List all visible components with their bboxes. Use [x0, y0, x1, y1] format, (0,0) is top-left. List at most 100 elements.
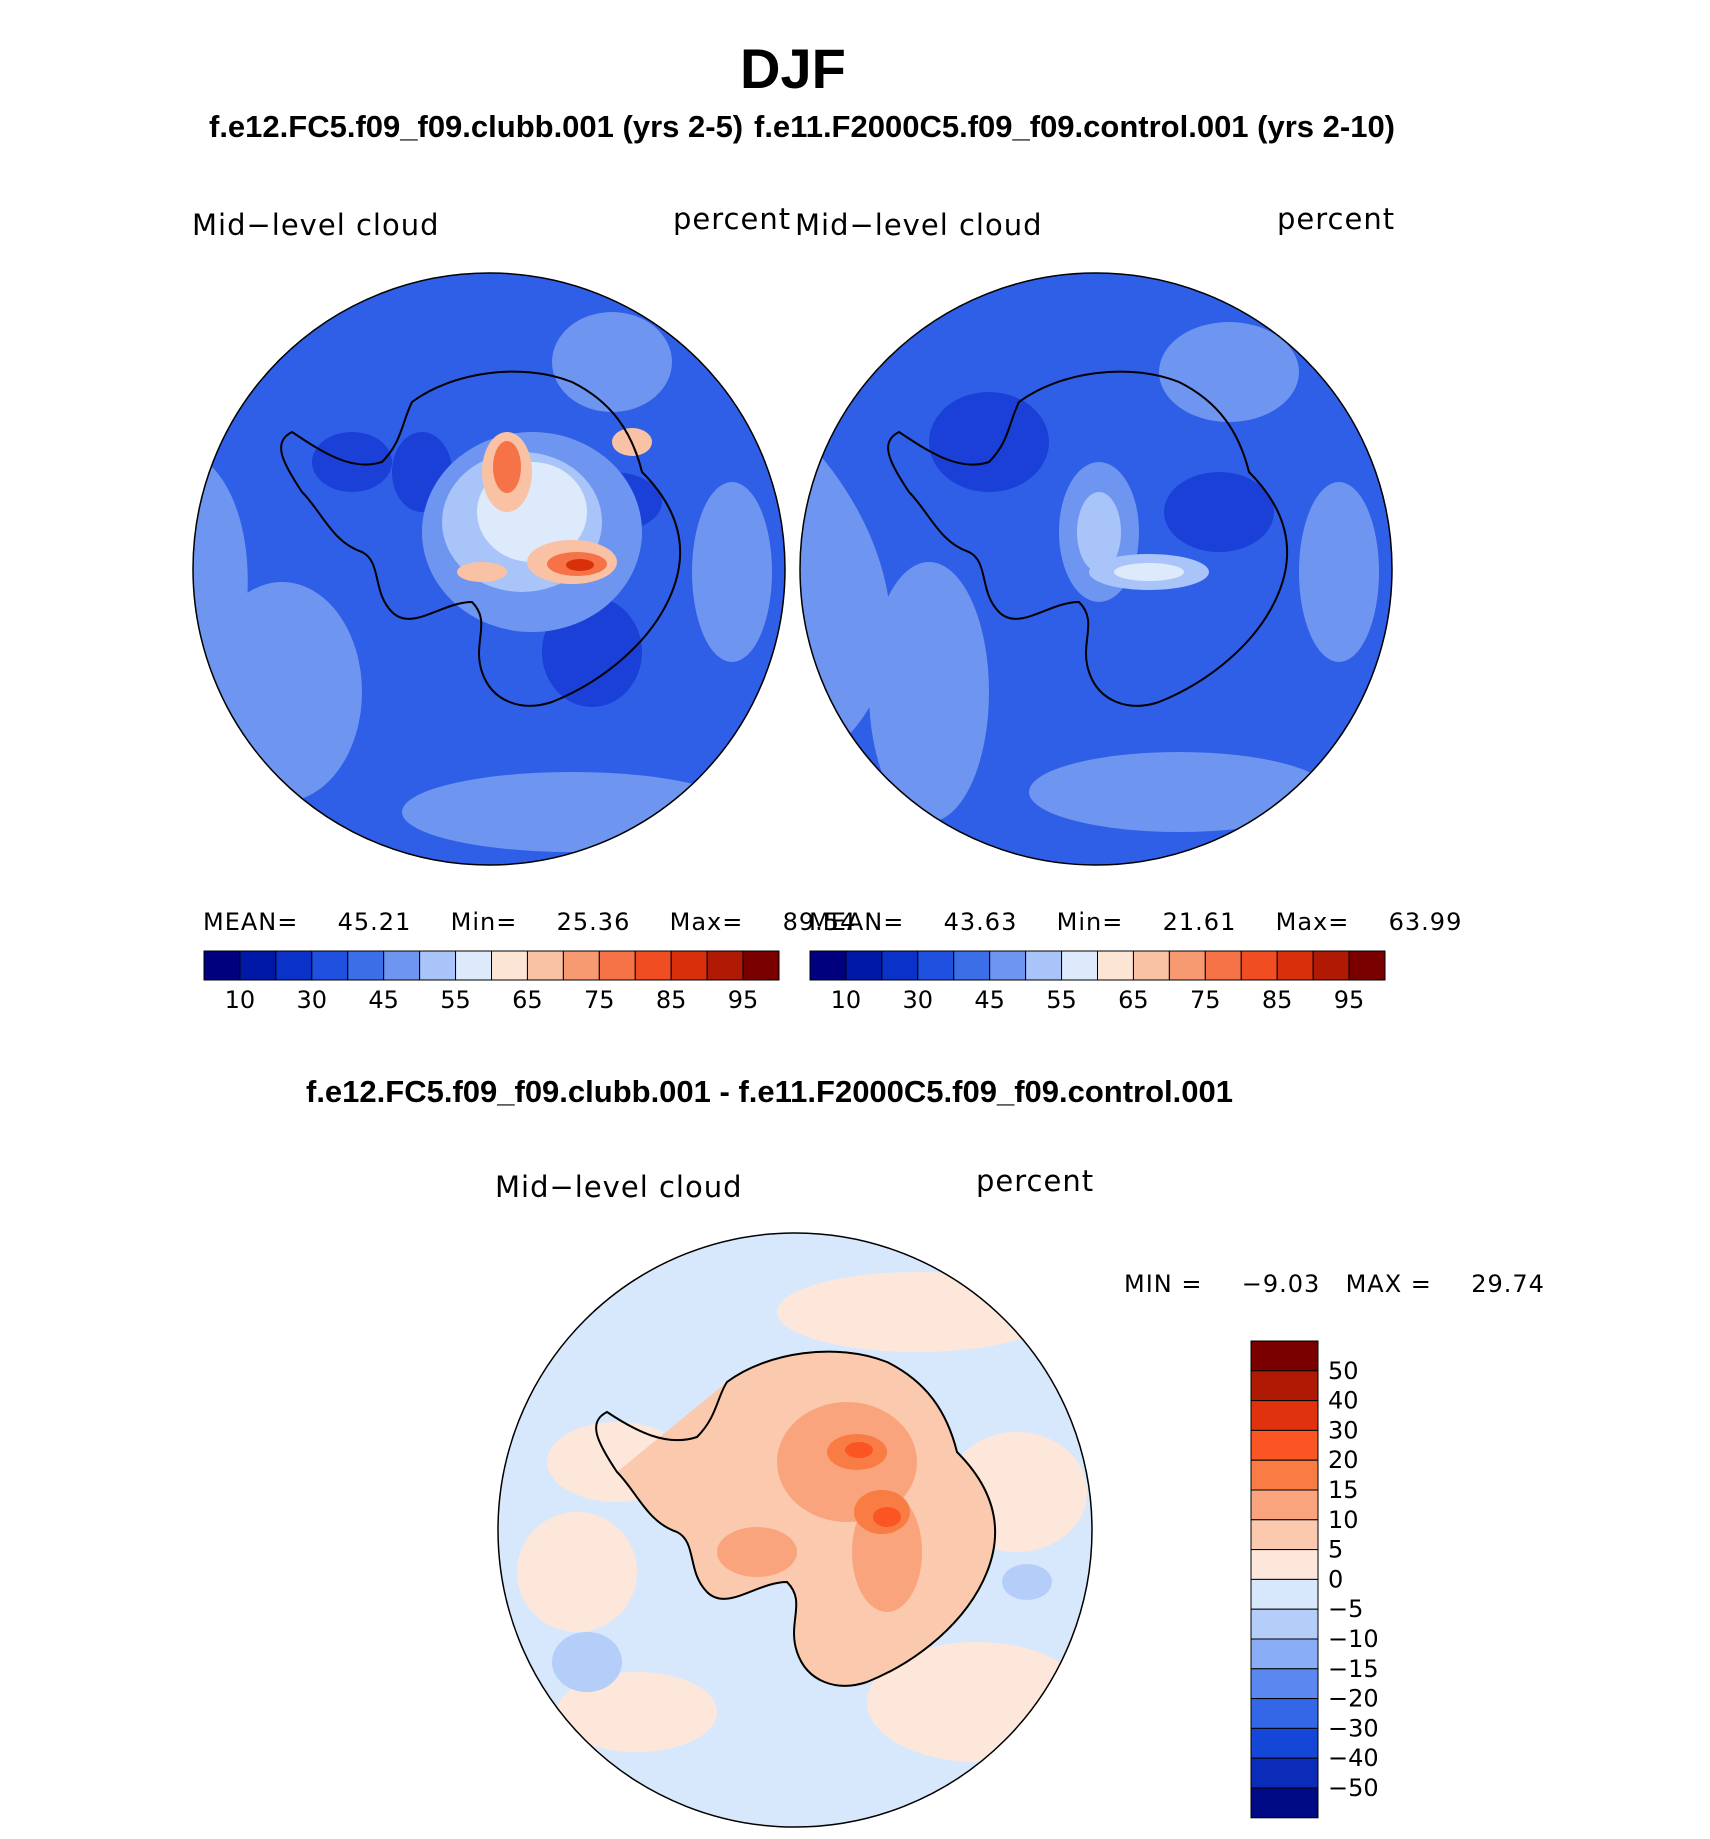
diff-colorbar-swatch [1250, 1757, 1319, 1789]
diff-colorbar-swatch [1250, 1638, 1319, 1670]
panel-b-max-label: Max= [1275, 908, 1350, 936]
diff-map [497, 1232, 1093, 1828]
panel-a-map [192, 272, 786, 866]
panel-b-colorbar-swatch [1168, 950, 1206, 981]
panel-a-colorbar-tick-label: 65 [512, 986, 543, 1014]
panel-a-colorbar-swatch [598, 950, 636, 981]
panel-a-colorbar-swatch [419, 950, 457, 981]
diff-colorbar-swatch [1250, 1608, 1319, 1640]
panel-b-colorbar-swatch [1061, 950, 1098, 981]
diff-colorbar-swatch [1250, 1429, 1319, 1461]
panel-b-min-label: Min= [1056, 908, 1124, 936]
diff-units-label: percent [976, 1164, 1095, 1198]
diff-colorbar-swatch [1250, 1727, 1319, 1759]
panel-a-colorbar-swatch [491, 950, 528, 981]
panel-b-colorbar: 10 30 45 55 65 75 85 95 [809, 950, 1386, 1014]
panel-b-colorbar-swatch [809, 950, 847, 981]
panel-b-min-value: 21.61 [1162, 908, 1237, 936]
panel-a-mean-label: MEAN= [203, 908, 299, 936]
diff-colorbar-tick-label: −10 [1328, 1625, 1379, 1653]
panel-b-colorbar-swatch [1204, 950, 1242, 981]
panel-b-colorbar-swatch [1097, 950, 1134, 981]
diff-colorbar-tick-label: 15 [1328, 1476, 1359, 1504]
diff-colorbar-tick-label: 20 [1328, 1446, 1359, 1474]
diff-colorbar-tick-label: −50 [1328, 1774, 1379, 1802]
panel-a-colorbar-swatch [634, 950, 672, 981]
diff-colorbar-swatch [1250, 1370, 1319, 1402]
panel-b-colorbar-tick-label: 10 [831, 986, 862, 1014]
panel-a-case-title: f.e12.FC5.f09_f09.clubb.001 (yrs 2-5) [209, 109, 744, 144]
diff-colorbar-tick-label: −5 [1328, 1595, 1363, 1623]
panel-b-colorbar-tick-label: 75 [1190, 986, 1221, 1014]
diff-colorbar-tick-label: −15 [1328, 1655, 1379, 1683]
diff-colorbar-tick-label: 0 [1328, 1565, 1343, 1593]
panel-a-colorbar-tick-label: 85 [656, 986, 687, 1014]
panel-b-case-title: f.e11.F2000C5.f09_f09.control.001 (yrs 2… [754, 109, 1396, 144]
panel-a-colorbar-tick-label: 45 [368, 986, 399, 1014]
panel-b-colorbar-swatch [881, 950, 919, 981]
diff-max-label: MAX = [1345, 1270, 1432, 1298]
panel-a-colorbar-tick-label: 95 [728, 986, 759, 1014]
panel-b-variable-label: Mid−level cloud [795, 208, 1043, 242]
panel-b-mean-value: 43.63 [943, 908, 1018, 936]
panel-a-variable-label: Mid−level cloud [192, 208, 440, 242]
panel-b-colorbar-swatch [1025, 950, 1063, 981]
panel-a-colorbar-swatch [742, 950, 780, 981]
diff-colorbar-tick-label: −40 [1328, 1744, 1379, 1772]
diff-colorbar-tick-label: 30 [1328, 1416, 1359, 1444]
diff-colorbar-swatch [1250, 1668, 1319, 1700]
panel-b-colorbar-swatch [1240, 950, 1278, 981]
panel-a-colorbar-swatch [383, 950, 421, 981]
panel-b-colorbar-swatch [845, 950, 883, 981]
panel-a-colorbar-tick-label: 75 [584, 986, 615, 1014]
panel-a-colorbar-swatch [239, 950, 277, 981]
panel-b-units-label: percent [1277, 202, 1396, 236]
panel-b-mean-label: MEAN= [809, 908, 905, 936]
panel-a-colorbar: 10 30 45 55 65 75 85 95 [203, 950, 780, 1014]
panel-a-max-value: 89.54 [782, 908, 857, 936]
diff-colorbar-swatch [1250, 1519, 1319, 1551]
panel-a-colorbar-swatch [311, 950, 349, 981]
panel-a-colorbar-swatch [526, 950, 564, 981]
panel-a-mean-value: 45.21 [337, 908, 412, 936]
diff-colorbar-swatch [1250, 1578, 1319, 1610]
panel-b-colorbar-tick-label: 30 [903, 986, 934, 1014]
panel-a-colorbar-tick-label: 30 [297, 986, 328, 1014]
panel-a-colorbar-swatch [203, 950, 241, 981]
diff-colorbar-swatch [1250, 1549, 1319, 1580]
panel-a-max-label: Max= [669, 908, 744, 936]
panel-a-colorbar-swatch [670, 950, 708, 981]
panel-a-units-label: percent [673, 202, 792, 236]
diff-colorbar-tick-label: 10 [1328, 1506, 1359, 1534]
diff-colorbar-swatch [1250, 1787, 1319, 1819]
panel-a-colorbar-swatch [562, 950, 600, 981]
panel-a-min-label: Min= [450, 908, 518, 936]
diff-colorbar-swatch [1250, 1459, 1319, 1491]
panel-b-colorbar-tick-label: 85 [1262, 986, 1293, 1014]
panel-a-colorbar-swatch [275, 950, 313, 981]
panel-a-min-value: 25.36 [556, 908, 631, 936]
panel-a-colorbar-tick-label: 10 [225, 986, 256, 1014]
diff-variable-label: Mid−level cloud [495, 1170, 743, 1204]
diff-colorbar-tick-label: 50 [1328, 1357, 1359, 1385]
panel-b-colorbar-tick-label: 55 [1046, 986, 1077, 1014]
panel-b-colorbar-tick-label: 45 [974, 986, 1005, 1014]
diff-title: f.e12.FC5.f09_f09.clubb.001 - f.e11.F200… [306, 1074, 1234, 1109]
panel-b-colorbar-tick-label: 65 [1118, 986, 1149, 1014]
panel-b-map [799, 272, 1393, 866]
panel-b-colorbar-tick-label: 95 [1334, 986, 1365, 1014]
diff-colorbar-swatch [1250, 1489, 1319, 1521]
diff-colorbar-tick-label: 5 [1328, 1536, 1343, 1564]
panel-a-colorbar-swatch [706, 950, 744, 981]
diff-max-value: 29.74 [1471, 1270, 1545, 1298]
panel-b-max-value: 63.99 [1388, 908, 1463, 936]
diff-min-label: MIN = [1124, 1270, 1203, 1298]
panel-b-colorbar-swatch [989, 950, 1027, 981]
panel-b-colorbar-swatch [917, 950, 955, 981]
panel-a-colorbar-swatch [347, 950, 385, 981]
diff-colorbar-swatch [1250, 1400, 1319, 1431]
panel-b-colorbar-swatch [1312, 950, 1350, 981]
panel-b-colorbar-swatch [1132, 950, 1170, 981]
page-title: DJF [740, 37, 846, 100]
